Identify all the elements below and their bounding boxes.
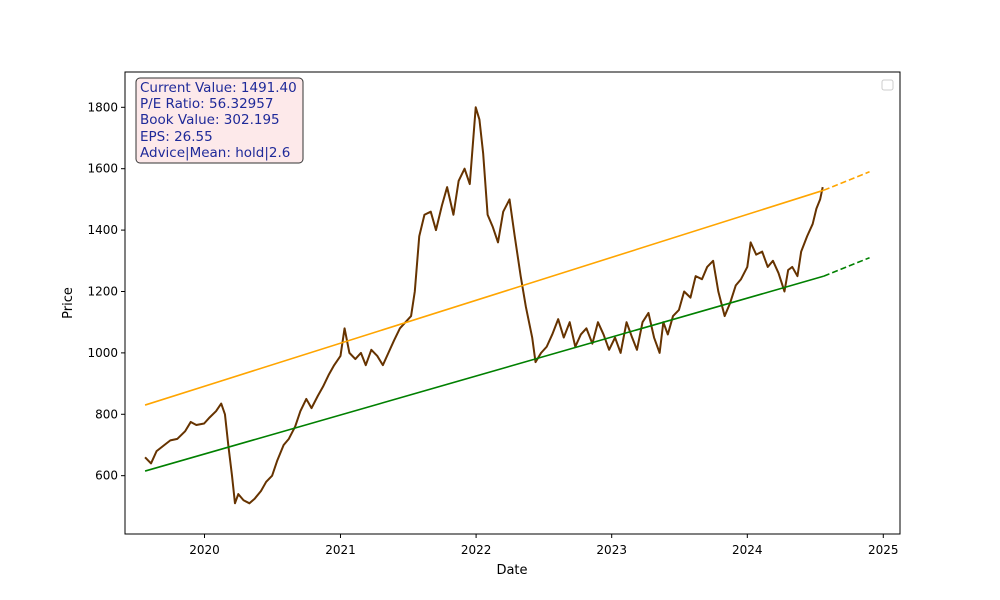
- x-tick-label: 2022: [461, 543, 492, 557]
- x-tick-label: 2021: [325, 543, 356, 557]
- info-book-value: Book Value: 302.195: [140, 112, 280, 128]
- info-box: Current Value: 1491.40 P/E Ratio: 56.329…: [135, 77, 304, 164]
- x-tick-label: 2024: [732, 543, 763, 557]
- info-pe-ratio: P/E Ratio: 56.32957: [140, 96, 273, 112]
- info-advice: Advice|Mean: hold|2.6: [140, 145, 290, 161]
- x-axis-label: Date: [496, 563, 527, 578]
- x-tick-label: 2025: [868, 543, 899, 557]
- y-tick-label: 1000: [87, 346, 118, 360]
- series-line-2: [823, 171, 870, 191]
- series-line-4: [823, 256, 870, 277]
- x-tick-label: 2020: [189, 543, 220, 557]
- series-line-0: [144, 106, 824, 505]
- info-current-value: Current Value: 1491.40: [140, 80, 297, 96]
- series-line-3: [144, 275, 825, 472]
- info-box-frame: [135, 77, 304, 164]
- y-tick-label: 1800: [87, 100, 118, 114]
- legend-box: [881, 79, 894, 91]
- info-eps: EPS: 26.55: [140, 129, 213, 145]
- y-tick-label: 1400: [87, 223, 118, 237]
- y-axis: 600 800 1000 1200 1400 1600 1800: [87, 100, 125, 483]
- series-line-1: [144, 189, 825, 406]
- x-tick-label: 2023: [596, 543, 627, 557]
- y-tick-label: 1600: [87, 162, 118, 176]
- series-layer: [144, 106, 870, 505]
- y-tick-label: 1200: [87, 284, 118, 298]
- y-tick-label: 800: [95, 407, 118, 421]
- y-tick-label: 600: [95, 469, 118, 483]
- axes-frame: [124, 71, 901, 535]
- y-axis-label: Price: [61, 287, 76, 319]
- x-axis: 2020 2021 2022 2023 2024 2025: [189, 534, 899, 557]
